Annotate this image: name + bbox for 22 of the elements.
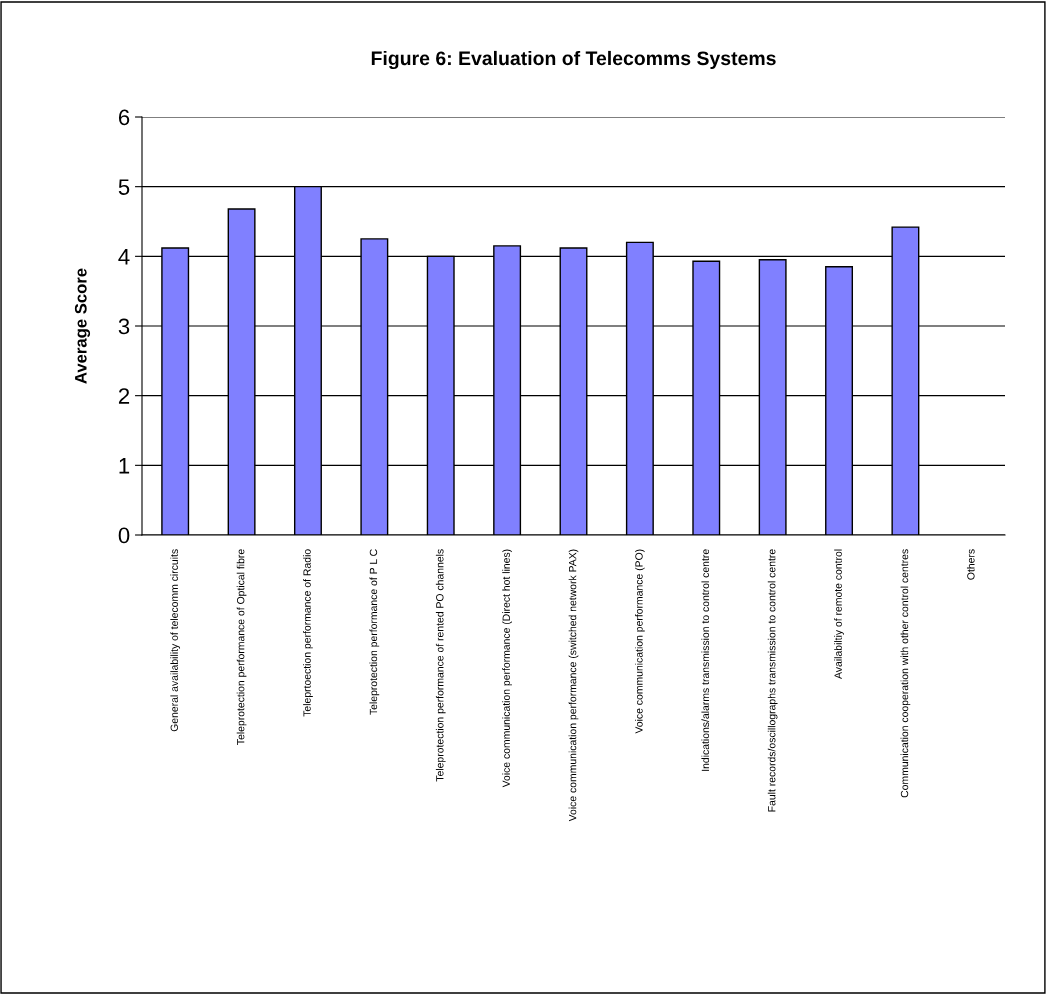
chart-title: Figure 6: Evaluation of Telecomms Systems xyxy=(371,50,776,70)
x-tick-label: Communication cooperation with other control centres xyxy=(900,549,911,798)
x-tick-label: Fault records/oscillographs transmission to control centre xyxy=(767,549,778,812)
y-tick-label: 2 xyxy=(118,388,130,404)
y-tick-label: 3 xyxy=(118,318,130,335)
y-tick-label: 4 xyxy=(118,249,130,265)
y-axis-title: Average Score xyxy=(74,268,91,384)
y-tick-label: 0 xyxy=(118,527,130,544)
x-tick-label: Others xyxy=(966,549,975,580)
y-tick-label: 5 xyxy=(118,179,130,195)
x-tick-label: Teleprotection performance of P L C xyxy=(369,549,380,715)
x-tick-label: Teleprotection performance of Optical fibre xyxy=(236,549,247,745)
x-tick-label: Voice communication performance (PO) xyxy=(635,549,645,734)
x-tick-label: Voice communication performance (Direct hot lines) xyxy=(502,549,512,788)
x-tick-label: Teleprotection performance of rented PO channels xyxy=(435,549,446,782)
x-tick-label: Teleprtoection performance of Radio xyxy=(303,549,313,717)
y-tick-label: 1 xyxy=(119,458,130,474)
y-tick-label: 6 xyxy=(118,109,130,126)
x-tick-label: Voice communication performance (switched network PAX) xyxy=(568,549,579,822)
x-tick-label: Availabiltiy of remote control xyxy=(834,549,844,679)
x-tick-label: Indications/alarms transmission to control centre xyxy=(701,549,710,771)
x-tick-label: General availability of telecomm circuits xyxy=(170,549,181,732)
